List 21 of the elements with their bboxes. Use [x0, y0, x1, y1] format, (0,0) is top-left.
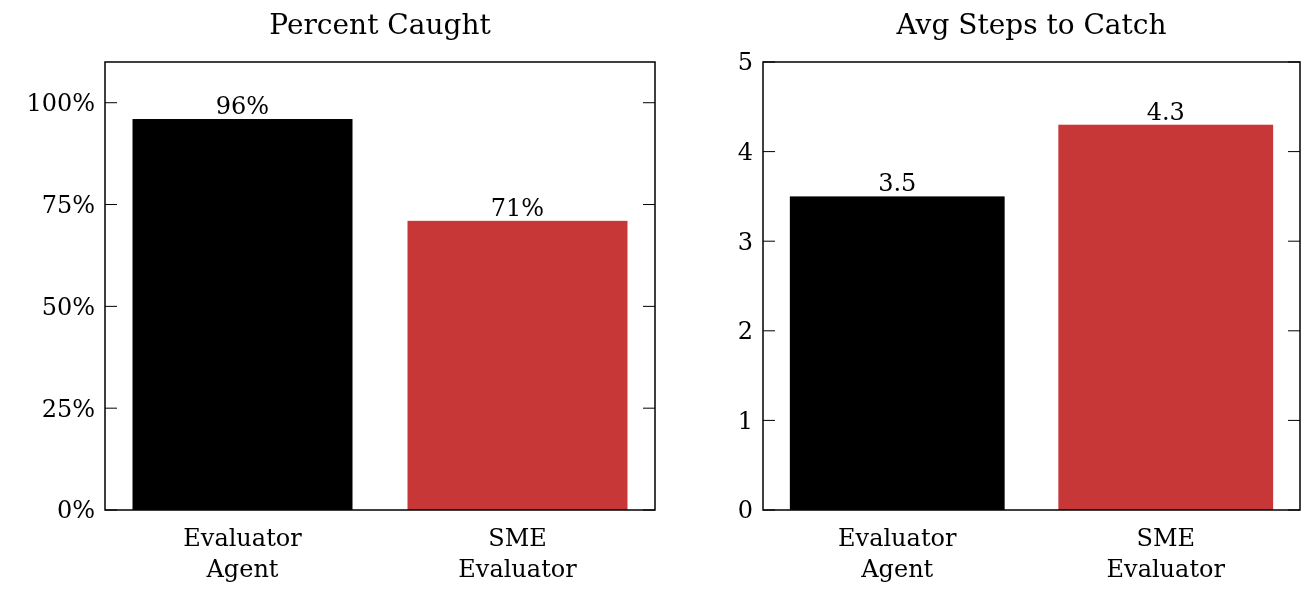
chart-title: Avg Steps to Catch: [895, 8, 1167, 41]
y-tick-label: 1: [737, 406, 753, 435]
data-label: 3.5: [878, 169, 917, 198]
y-tick-label: 75%: [41, 190, 95, 219]
chart-title: Percent Caught: [269, 8, 492, 41]
data-label: 71%: [490, 193, 545, 222]
y-tick-label: 0: [737, 496, 753, 525]
data-label: 96%: [215, 92, 270, 121]
y-tick-label: 5: [737, 48, 753, 77]
x-tick-label: SME Evaluator: [1106, 524, 1226, 583]
x-tick-label: Evaluator Agent: [183, 524, 303, 583]
y-tick-label: 100%: [26, 89, 95, 118]
data-label: 4.3: [1146, 97, 1185, 126]
x-tick-label: Evaluator Agent: [838, 524, 957, 583]
y-tick-label: 0%: [56, 496, 95, 525]
y-tick-label: 2: [737, 317, 753, 346]
y-tick-label: 3: [737, 227, 753, 256]
y-tick-label: 50%: [41, 292, 95, 321]
x-tick-label: SME Evaluator: [458, 524, 578, 583]
y-tick-label: 4: [737, 138, 753, 166]
y-tick-label: 25%: [41, 394, 95, 423]
